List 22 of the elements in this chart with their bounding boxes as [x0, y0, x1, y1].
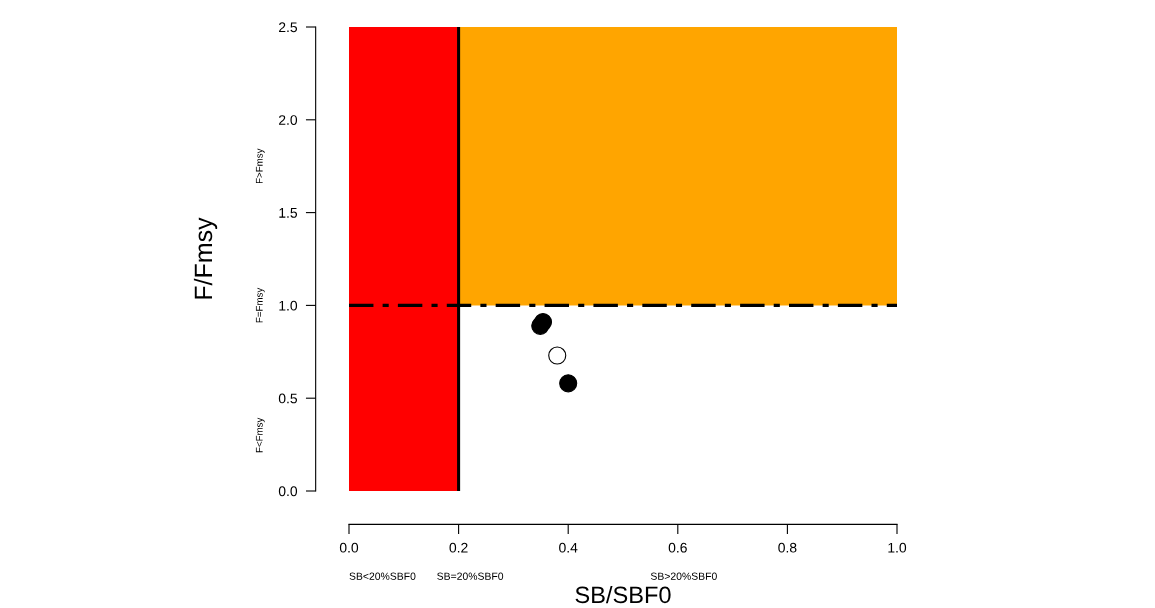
point — [559, 374, 578, 393]
x-axis-title: SB/SBF0 — [575, 585, 671, 604]
x-tick-label: 1.0 — [888, 542, 907, 553]
text: SB=20%SBF0 — [437, 572, 504, 580]
text: SB<20%SBF0 — [349, 572, 416, 580]
text: F>Fmsy — [255, 148, 265, 184]
x-tick-label: 0.8 — [778, 542, 797, 553]
x-tick-label: 0.2 — [449, 542, 468, 553]
text: F<Fmsy — [255, 417, 265, 453]
x-tick-label: 0.4 — [559, 542, 578, 553]
y-tick-label: 2.0 — [279, 115, 298, 125]
y-tick-label: 1.5 — [279, 208, 298, 218]
y-tick-label: 0.0 — [278, 486, 298, 497]
x-tick-label: 0.0 — [339, 542, 359, 553]
y-tick-label: 0.5 — [278, 393, 298, 404]
text: F=Fmsy — [255, 287, 265, 323]
y-tick-label: 1.0 — [279, 300, 298, 311]
x-tick-label: 0.6 — [668, 542, 687, 553]
y-tick-label: 2.5 — [279, 22, 298, 33]
text: SB>20%SBF0 — [650, 572, 717, 580]
y-axis-title: F/Fmsy — [193, 217, 218, 299]
point — [548, 346, 567, 365]
